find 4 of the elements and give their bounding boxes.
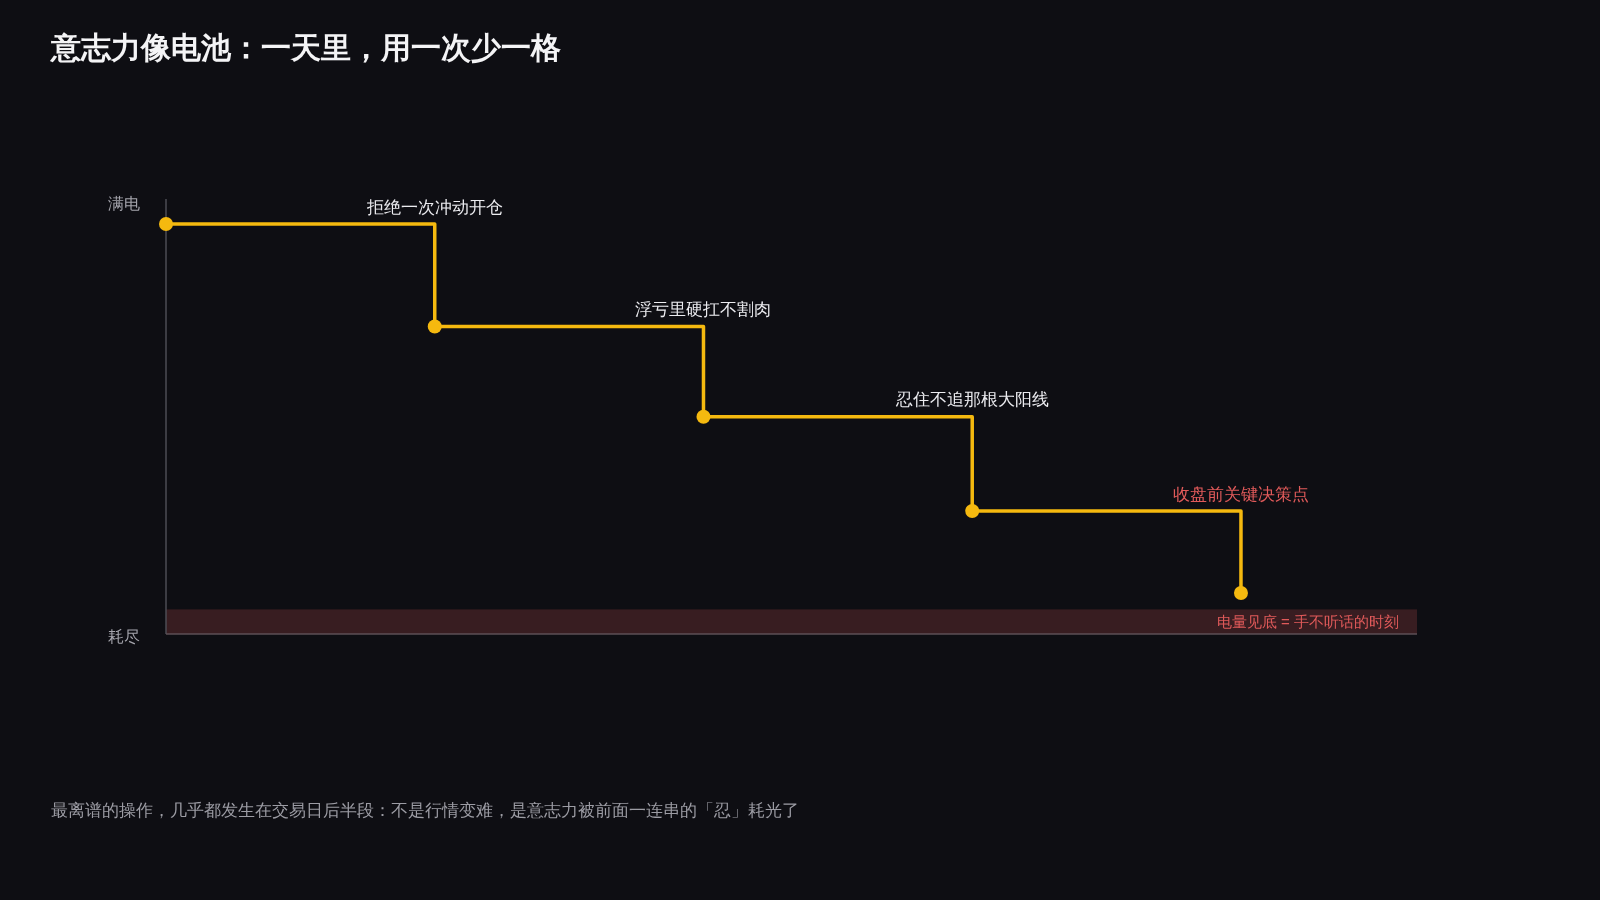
annotation: 耗尽 — [108, 627, 140, 645]
annotation: 满电 — [108, 194, 140, 212]
annotation: 最离谱的操作，几乎都发生在交易日后半段：不是行情变难，是意志力被前面一连串的「忍」耗光了 — [51, 800, 799, 820]
title: 意志力像电池：一天里，用一次少一格 — [51, 30, 561, 64]
